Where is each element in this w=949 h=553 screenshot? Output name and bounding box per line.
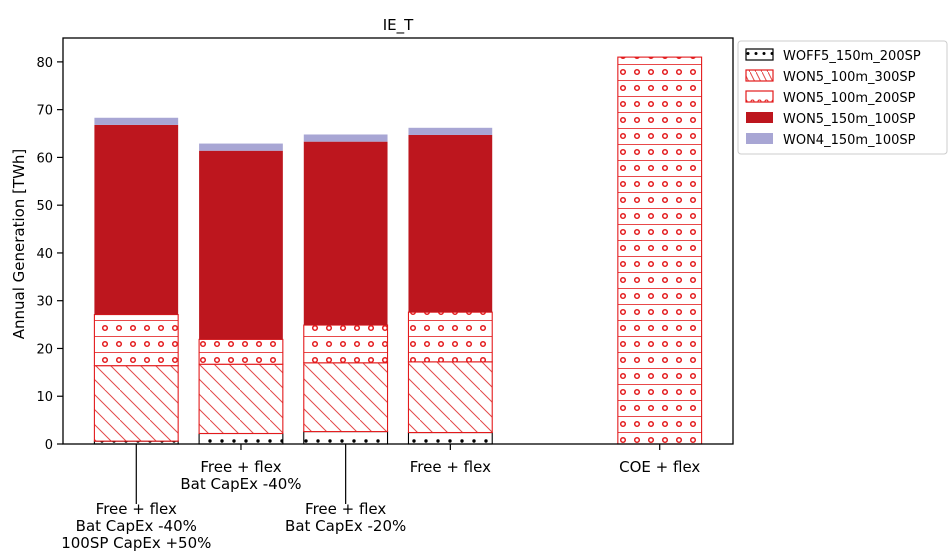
bar-segment-won5-100m-300sp <box>93 365 179 442</box>
legend-label: WOFF5_150m_200SP <box>783 49 921 64</box>
bar-segment-won4-150m-100sp <box>408 127 493 135</box>
bar-segment-won4-150m-100sp <box>199 143 283 151</box>
bar-segment-won5-150m-100sp <box>408 134 493 313</box>
bar-segment-won5-100m-300sp <box>198 363 284 435</box>
x-tick-label: Bat CapEx -40% <box>180 475 301 493</box>
x-tick-label: Free + flex <box>305 500 386 518</box>
legend: WOFF5_150m_200SP WON5_100m_300SP WON5_100m… <box>737 40 948 155</box>
y-tick-label: 40 <box>36 247 53 262</box>
y-tick-label: 50 <box>36 199 53 214</box>
y-tick-label: 20 <box>36 342 53 357</box>
bar-segment-won5-100m-300sp <box>303 362 389 433</box>
bar-segment-won5-150m-100sp <box>303 141 388 326</box>
legend-swatch <box>745 48 774 61</box>
x-tick-label: COE + flex <box>619 458 700 476</box>
bar-segment-won5-100m-200sp <box>93 314 179 367</box>
y-tick-label: 70 <box>36 104 53 119</box>
y-axis: 0 10 20 30 40 50 60 70 80 <box>36 56 63 453</box>
bar-segment-won5-100m-300sp <box>407 361 493 434</box>
bar-segment-won4-150m-100sp <box>303 134 388 142</box>
y-axis-label: Annual Generation [TWh] <box>10 149 28 340</box>
legend-label: WON4_150m_100SP <box>783 133 916 148</box>
y-tick-label: 80 <box>36 56 53 71</box>
legend-swatch <box>745 69 774 82</box>
x-tick-label: Bat CapEx -40% <box>76 517 197 535</box>
legend-swatch <box>745 90 774 103</box>
legend-frame <box>737 40 948 155</box>
bar-segment-won5-100m-200sp <box>198 338 284 365</box>
legend-label: WON5_150m_100SP <box>783 112 916 127</box>
legend-swatch <box>746 133 773 144</box>
bars-layer <box>93 56 703 445</box>
legend-label: WON5_100m_300SP <box>783 70 916 85</box>
bar-segment-woff5-150m-200sp <box>407 431 493 445</box>
x-tick-label: Free + flex <box>200 458 281 476</box>
y-tick-label: 0 <box>45 438 53 453</box>
x-tick-label: 100SP CapEx +50% <box>61 534 211 552</box>
y-tick-label: 60 <box>36 151 53 166</box>
chart-title: IE_T <box>383 16 414 35</box>
bar-segment-won5-100m-200sp <box>617 56 703 445</box>
bar-segment-won5-150m-100sp <box>94 124 179 315</box>
bar-segment-won5-100m-200sp <box>303 324 389 364</box>
bar-segment-won5-150m-100sp <box>199 150 283 340</box>
y-tick-label: 30 <box>36 295 53 310</box>
x-tick-label: Bat CapEx -20% <box>285 517 406 535</box>
x-tick-label: Free + flex <box>410 458 491 476</box>
bar-segment-woff5-150m-200sp <box>198 432 284 445</box>
legend-label: WON5_100m_200SP <box>783 91 916 106</box>
bar-segment-won5-100m-200sp <box>407 311 493 363</box>
plot-frame <box>62 37 734 445</box>
x-tick-label: Free + flex <box>96 500 177 518</box>
bar-segment-woff5-150m-200sp <box>303 431 389 445</box>
legend-swatch <box>746 112 773 123</box>
y-tick-label: 10 <box>36 390 53 405</box>
bar-segment-won4-150m-100sp <box>94 117 179 125</box>
